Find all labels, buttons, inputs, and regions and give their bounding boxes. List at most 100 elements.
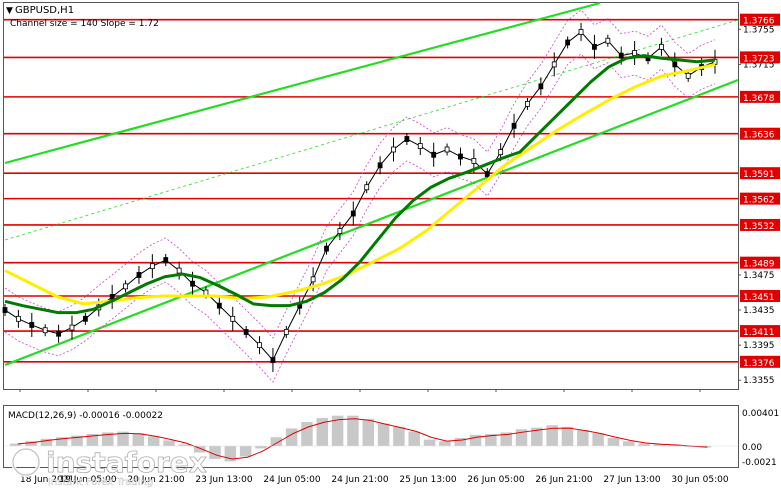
level-label-bg-3 bbox=[740, 127, 780, 140]
candle-body-19 bbox=[257, 342, 262, 349]
macd-bar-32 bbox=[500, 432, 512, 446]
candle-body-35 bbox=[471, 158, 477, 164]
level-label-9: 1.3411 bbox=[743, 328, 775, 338]
macd-bar-18 bbox=[285, 428, 298, 446]
candle-body-53 bbox=[712, 58, 718, 65]
level-label-bg-4 bbox=[740, 167, 780, 180]
candle-body-39 bbox=[525, 100, 530, 107]
candle-body-46 bbox=[618, 52, 624, 59]
macd-bar-7 bbox=[117, 431, 129, 446]
macd-tick-zero: 0.00 bbox=[742, 443, 762, 453]
candle-body-15 bbox=[203, 289, 209, 296]
candle-body-11 bbox=[149, 263, 155, 270]
candle-body-32 bbox=[431, 151, 437, 158]
candle-body-45 bbox=[605, 37, 611, 44]
y-tick-label-1: 1.3715 bbox=[743, 60, 775, 70]
candle-body-6 bbox=[82, 315, 88, 322]
macd-bar-41 bbox=[638, 443, 650, 446]
macd-bar-27 bbox=[423, 439, 436, 446]
macd-bar-13 bbox=[209, 446, 221, 459]
macd-bar-12 bbox=[193, 446, 206, 453]
symbol-label: GBPUSD,H1 bbox=[15, 5, 74, 16]
candle-body-31 bbox=[417, 143, 423, 149]
candle-body-42 bbox=[565, 39, 571, 46]
logo-tagline: Instant Forex Trading bbox=[48, 477, 153, 488]
macd-bar-9 bbox=[147, 436, 160, 446]
level-label-bg-6 bbox=[740, 218, 780, 231]
macd-bar-31 bbox=[485, 434, 497, 446]
level-label-0: 1.3766 bbox=[743, 17, 775, 27]
candle-body-5 bbox=[69, 324, 75, 331]
macd-bar-37 bbox=[577, 430, 589, 446]
x-tick-label-10: 30 Jun 05:00 bbox=[671, 475, 728, 485]
macd-bar-10 bbox=[163, 440, 175, 446]
candle-body-49 bbox=[659, 43, 664, 50]
candle-body-3 bbox=[42, 327, 48, 334]
macd-bar-23 bbox=[362, 418, 374, 446]
candle-body-1 bbox=[15, 315, 21, 322]
ma-fast-line bbox=[4, 54, 716, 315]
x-tick-label-4: 24 Jun 05:00 bbox=[263, 475, 320, 485]
candle-body-27 bbox=[364, 184, 370, 191]
candle-body-30 bbox=[404, 136, 410, 142]
macd-bar-0 bbox=[10, 443, 22, 446]
candle-body-20 bbox=[270, 357, 276, 363]
level-label-7: 1.3489 bbox=[743, 260, 775, 270]
y-tick-label-4: 1.3395 bbox=[743, 341, 775, 351]
level-label-bg-2 bbox=[740, 90, 780, 103]
macd-bar-16 bbox=[255, 446, 267, 449]
candle-body-37 bbox=[498, 149, 504, 156]
y-tick-label-5: 1.3355 bbox=[743, 376, 775, 386]
candle-body-9 bbox=[123, 283, 128, 290]
macd-bar-25 bbox=[393, 426, 405, 446]
bollinger-lower-line bbox=[4, 53, 716, 383]
candle-body-51 bbox=[685, 72, 691, 79]
price-panel-frame bbox=[3, 2, 739, 390]
level-label-4: 1.3591 bbox=[743, 170, 775, 180]
chart-triangle-icon[interactable]: ▼ bbox=[6, 6, 13, 16]
level-label-bg-8 bbox=[740, 290, 780, 303]
x-tick-label-5: 24 Jun 21:00 bbox=[331, 475, 388, 485]
level-label-bg-10 bbox=[740, 355, 780, 368]
candle-body-10 bbox=[136, 272, 142, 278]
macd-bar-4 bbox=[71, 435, 83, 446]
macd-bar-40 bbox=[623, 441, 635, 446]
candle-body-16 bbox=[216, 302, 222, 309]
x-tick-label-2: 20 Jun 21:00 bbox=[127, 475, 184, 485]
level-label-8: 1.3451 bbox=[743, 293, 775, 303]
candle-body-14 bbox=[190, 280, 195, 287]
macd-bar-22 bbox=[347, 415, 359, 446]
candle-body-43 bbox=[578, 29, 584, 35]
macd-bar-34 bbox=[531, 427, 543, 446]
x-tick-label-7: 26 Jun 05:00 bbox=[467, 475, 524, 485]
level-label-5: 1.3562 bbox=[743, 196, 775, 206]
level-label-bg-0 bbox=[740, 13, 780, 26]
level-label-bg-5 bbox=[740, 192, 780, 205]
y-tick-label-2: 1.3475 bbox=[743, 271, 775, 281]
level-label-1: 1.3723 bbox=[743, 54, 775, 64]
channel-info-label: Channel size = 140 Slope = 1.72 bbox=[10, 19, 159, 29]
candle-body-12 bbox=[163, 257, 169, 263]
candle-body-29 bbox=[391, 146, 396, 153]
macd-bar-30 bbox=[469, 434, 482, 446]
macd-bar-15 bbox=[239, 446, 252, 457]
macd-bar-2 bbox=[40, 438, 53, 446]
candle-body-36 bbox=[484, 171, 490, 177]
macd-bar-38 bbox=[592, 433, 604, 446]
channel-lower-line bbox=[4, 78, 739, 367]
candle-body-0 bbox=[2, 307, 8, 313]
macd-bar-17 bbox=[270, 437, 283, 446]
candle-body-50 bbox=[672, 61, 678, 68]
candle-body-44 bbox=[592, 43, 597, 50]
candle-body-17 bbox=[230, 315, 236, 322]
macd-bar-3 bbox=[55, 437, 68, 446]
macd-bar-6 bbox=[101, 432, 114, 446]
candle-body-38 bbox=[511, 122, 517, 129]
macd-signal-line bbox=[17, 418, 708, 460]
macd-bar-35 bbox=[546, 425, 558, 446]
level-label-3: 1.3636 bbox=[743, 131, 775, 141]
candle-body-41 bbox=[551, 61, 557, 68]
level-label-bg-7 bbox=[740, 256, 780, 269]
macd-bar-8 bbox=[132, 433, 145, 446]
x-tick-label-3: 23 Jun 13:00 bbox=[195, 475, 252, 485]
